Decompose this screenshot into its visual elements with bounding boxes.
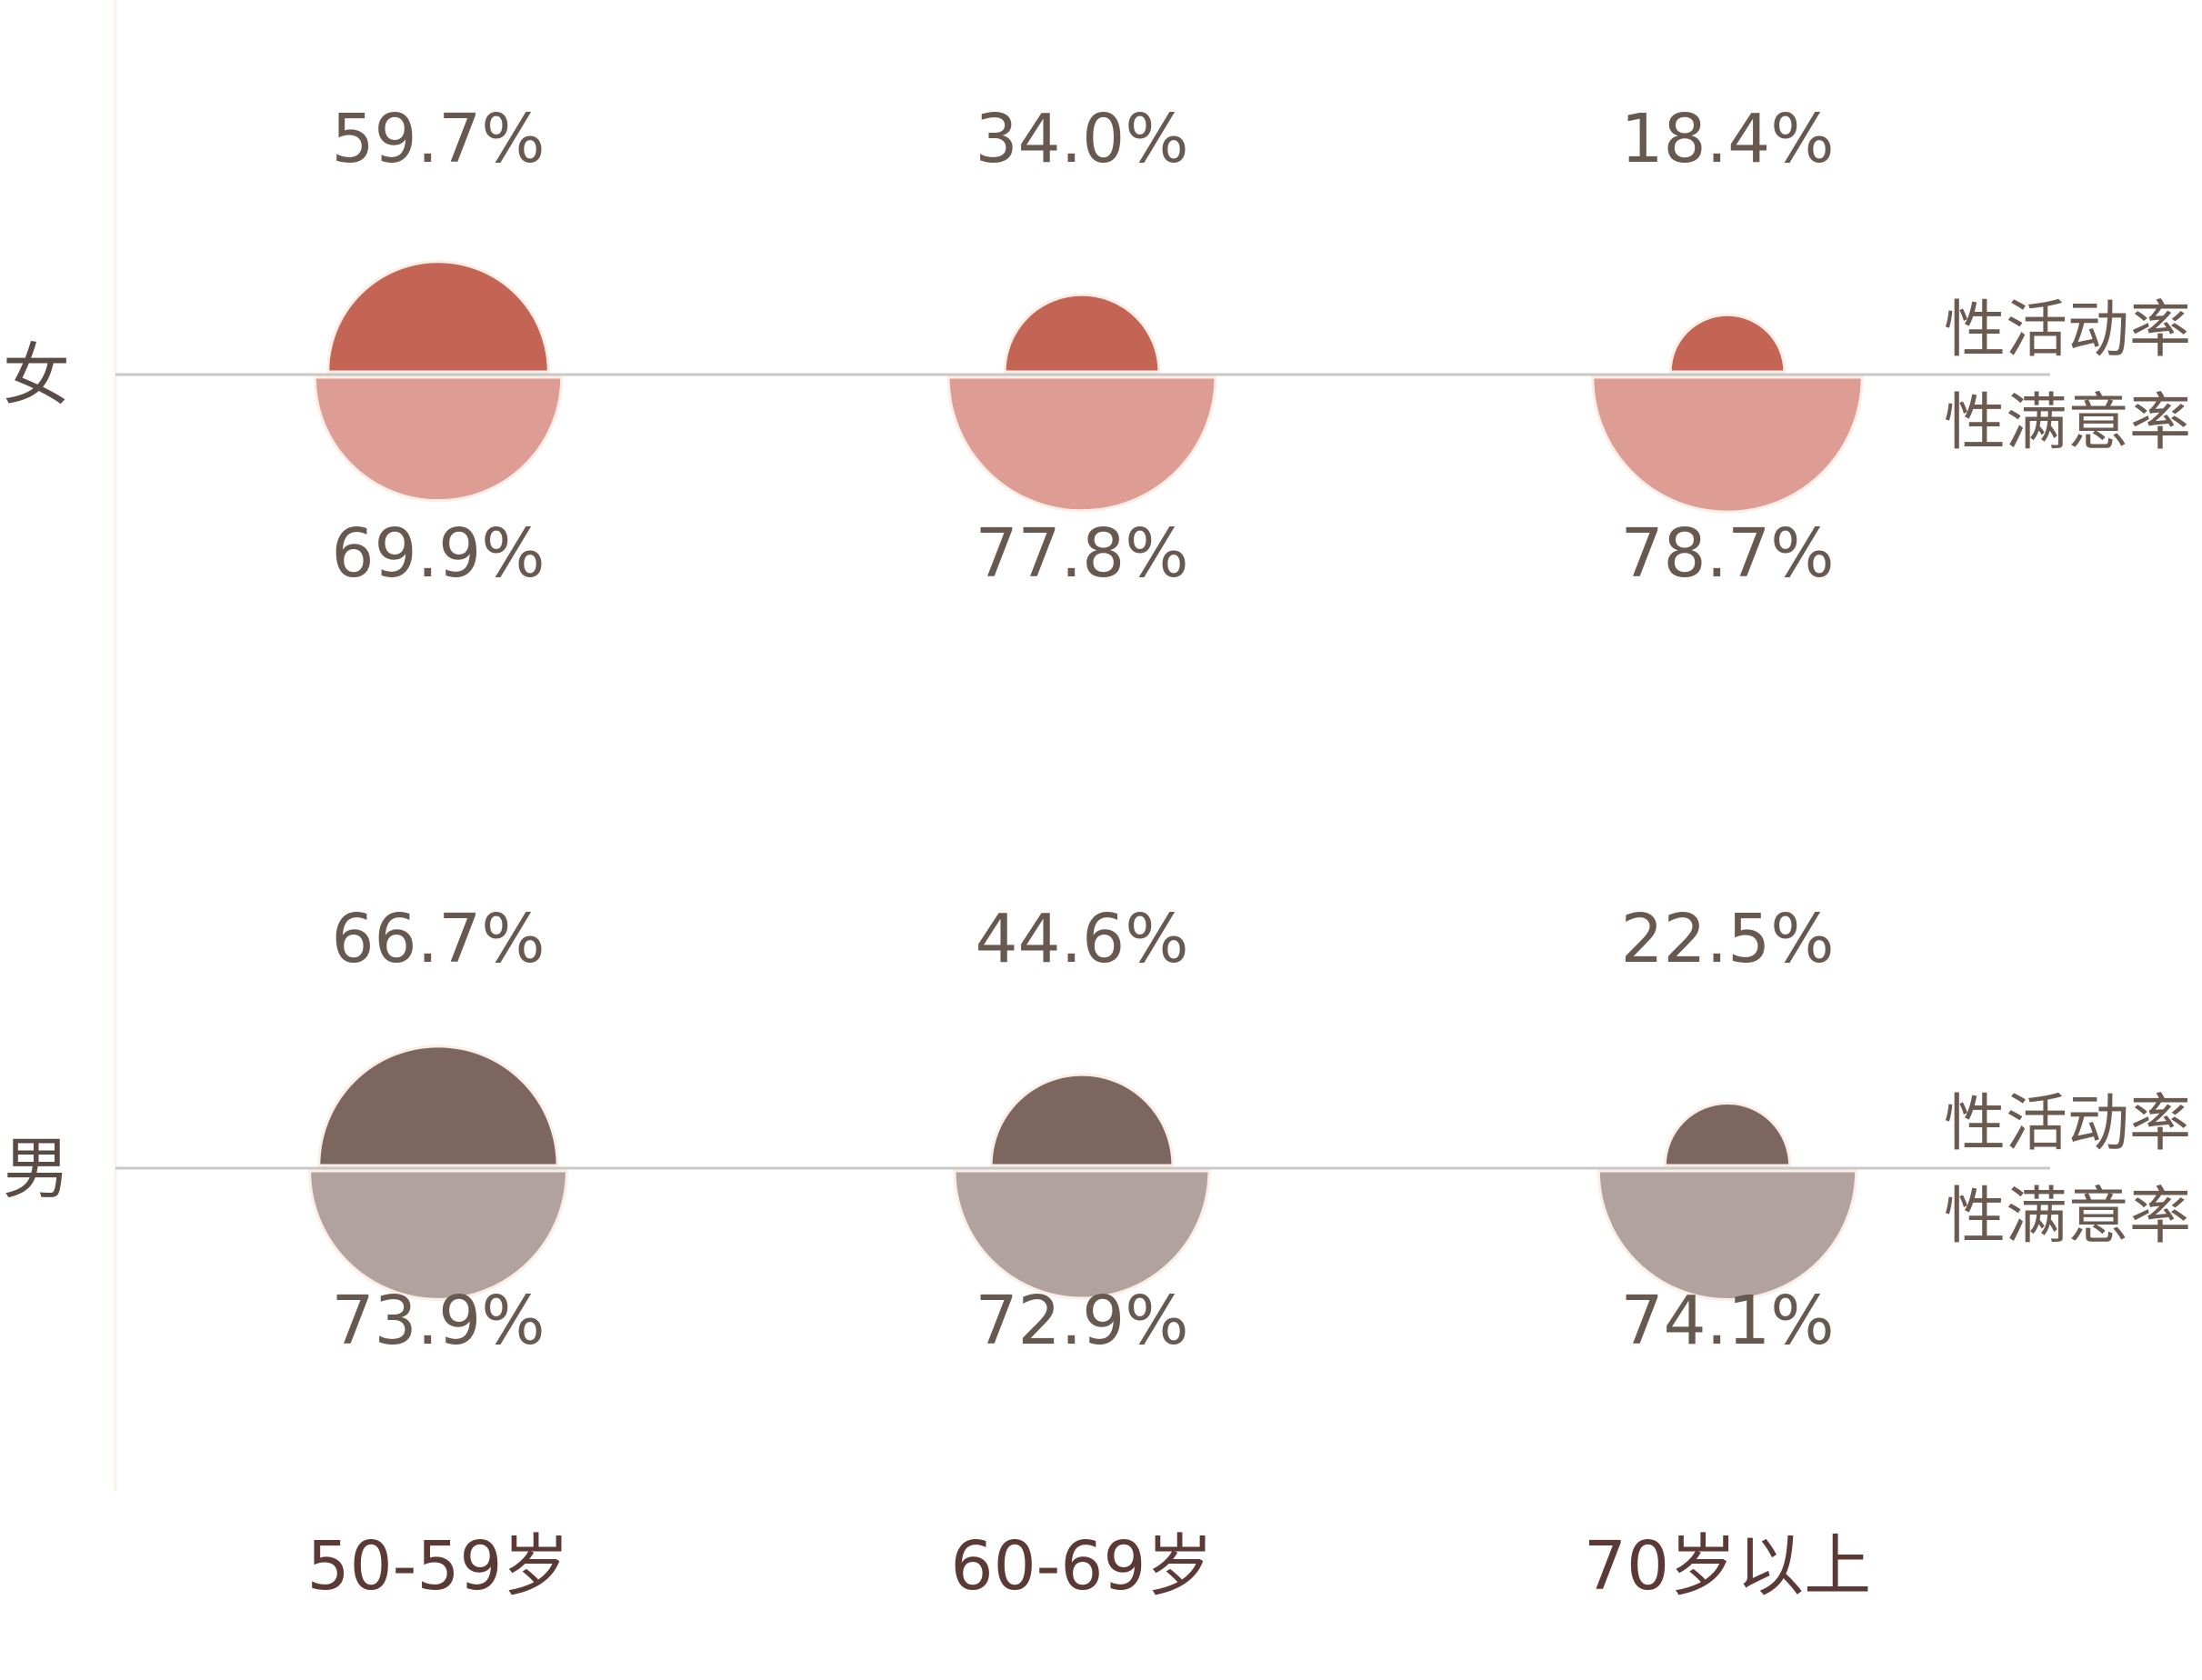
category-label: 60-69岁 (950, 1527, 1213, 1605)
semicircle-satisfaction (313, 375, 564, 503)
satisfaction-value-label: 69.9% (331, 515, 545, 593)
satisfaction-value-label: 77.8% (975, 515, 1188, 593)
legend-label: 性活动率 (1944, 1088, 2191, 1160)
category-label: 50-59岁 (306, 1527, 569, 1605)
satisfaction-value-label: 74.1% (1620, 1282, 1834, 1360)
activity-value-label: 66.7% (331, 900, 545, 978)
semicircle-satisfaction (308, 1169, 568, 1301)
category-label: 70岁以上 (1584, 1527, 1871, 1605)
semicircle-activity (317, 1045, 559, 1167)
semicircle-activity (1668, 314, 1787, 374)
legend-label: 性活动率 (1944, 295, 2191, 366)
semicircle-activity (326, 260, 550, 374)
semicircle-activity (1003, 294, 1161, 374)
group-label: 男 (3, 1130, 70, 1208)
activity-value-label: 34.0% (975, 100, 1188, 178)
satisfaction-value-label: 73.9% (331, 1282, 545, 1360)
satisfaction-value-label: 78.7% (1620, 515, 1834, 593)
semicircle-satisfaction (953, 1169, 1211, 1299)
activity-value-label: 44.6% (975, 900, 1188, 978)
legend-label: 性满意率 (1944, 1181, 2191, 1253)
satisfaction-value-label: 72.9% (975, 1282, 1188, 1360)
activity-value-label: 59.7% (331, 100, 545, 178)
semicircle-satisfaction (1591, 375, 1864, 514)
activity-value-label: 22.5% (1620, 900, 1834, 978)
group-label: 女 (3, 336, 70, 415)
semicircle-activity (989, 1073, 1175, 1167)
semicircle-satisfaction (946, 375, 1217, 513)
semicircle-satisfaction (1596, 1169, 1858, 1302)
legend-label: 性满意率 (1944, 387, 2191, 459)
semicircle-activity (1663, 1101, 1792, 1167)
activity-value-label: 18.4% (1620, 100, 1834, 178)
